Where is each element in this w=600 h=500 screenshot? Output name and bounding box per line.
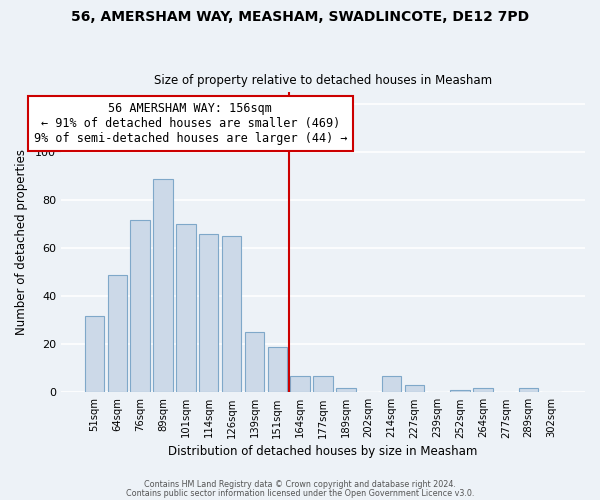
- Bar: [245, 332, 264, 392]
- Y-axis label: Number of detached properties: Number of detached properties: [15, 150, 28, 336]
- Bar: [85, 316, 104, 392]
- Text: 56 AMERSHAM WAY: 156sqm
← 91% of detached houses are smaller (469)
9% of semi-de: 56 AMERSHAM WAY: 156sqm ← 91% of detache…: [34, 102, 347, 145]
- Title: Size of property relative to detached houses in Measham: Size of property relative to detached ho…: [154, 74, 492, 87]
- Bar: [130, 220, 150, 392]
- Bar: [107, 274, 127, 392]
- Text: Contains public sector information licensed under the Open Government Licence v3: Contains public sector information licen…: [126, 488, 474, 498]
- Bar: [404, 385, 424, 392]
- Bar: [222, 236, 241, 392]
- Bar: [268, 346, 287, 393]
- Text: 56, AMERSHAM WAY, MEASHAM, SWADLINCOTE, DE12 7PD: 56, AMERSHAM WAY, MEASHAM, SWADLINCOTE, …: [71, 10, 529, 24]
- Bar: [199, 234, 218, 392]
- Bar: [473, 388, 493, 392]
- Bar: [176, 224, 196, 392]
- Bar: [336, 388, 356, 392]
- X-axis label: Distribution of detached houses by size in Measham: Distribution of detached houses by size …: [168, 444, 478, 458]
- Bar: [451, 390, 470, 392]
- Bar: [290, 376, 310, 392]
- Bar: [519, 388, 538, 392]
- Bar: [313, 376, 332, 392]
- Bar: [154, 178, 173, 392]
- Text: Contains HM Land Registry data © Crown copyright and database right 2024.: Contains HM Land Registry data © Crown c…: [144, 480, 456, 489]
- Bar: [382, 376, 401, 392]
